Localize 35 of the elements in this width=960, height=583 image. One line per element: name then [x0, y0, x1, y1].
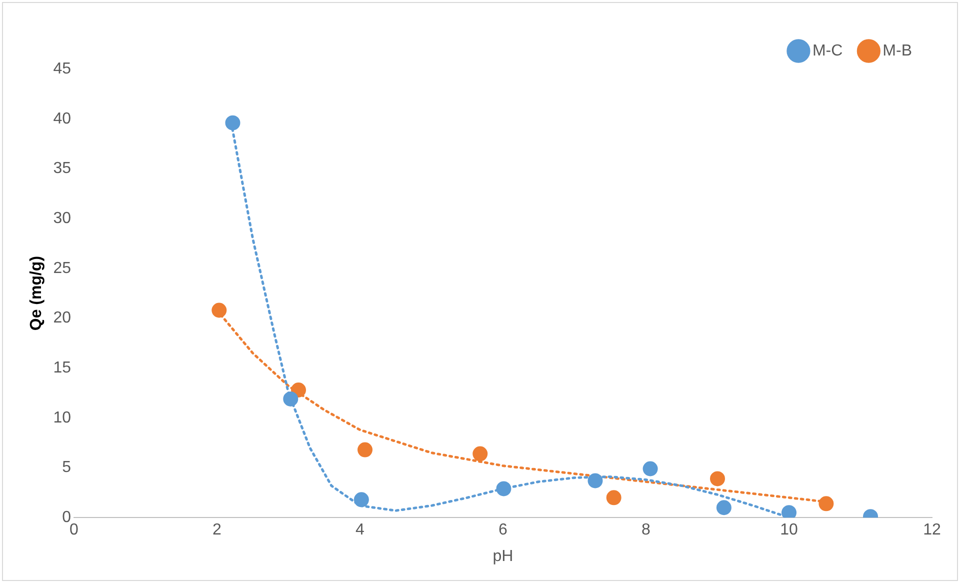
x-tick-label: 8 [642, 522, 651, 539]
point [716, 500, 732, 516]
x-tick-label: 4 [356, 522, 365, 539]
point [225, 115, 240, 130]
point [710, 471, 725, 486]
point [818, 496, 834, 512]
x-tick-label: 2 [212, 522, 222, 539]
legend-label: M-B [882, 42, 912, 60]
point [212, 302, 227, 318]
y-tick-label: 5 [62, 459, 72, 476]
y-tick-label: 40 [53, 110, 72, 128]
y-tick-label: 10 [53, 409, 72, 426]
y-tick-label: 0 [62, 509, 72, 526]
point [782, 505, 796, 518]
x-axis-title: pH [492, 548, 514, 565]
legend-label: M-C [812, 42, 843, 60]
y-tick-label: 15 [53, 359, 72, 376]
y-tick-label: 25 [53, 260, 72, 277]
point [358, 442, 373, 458]
y-axis-title: Qe (mg/g) [28, 256, 46, 331]
point [283, 391, 298, 406]
y-tick-label: 35 [53, 160, 72, 178]
point [496, 481, 512, 496]
x-tick-label: 6 [498, 522, 508, 539]
point [291, 382, 306, 398]
point [472, 446, 488, 462]
point [354, 492, 369, 508]
y-tick-label: 20 [53, 310, 72, 327]
point [606, 490, 622, 506]
point [588, 473, 603, 488]
x-tick-label: 10 [780, 522, 798, 539]
point [642, 461, 658, 476]
x-tick-label: 12 [923, 522, 941, 539]
y-tick-label: 30 [53, 210, 72, 227]
y-tick-label: 45 [53, 60, 72, 78]
